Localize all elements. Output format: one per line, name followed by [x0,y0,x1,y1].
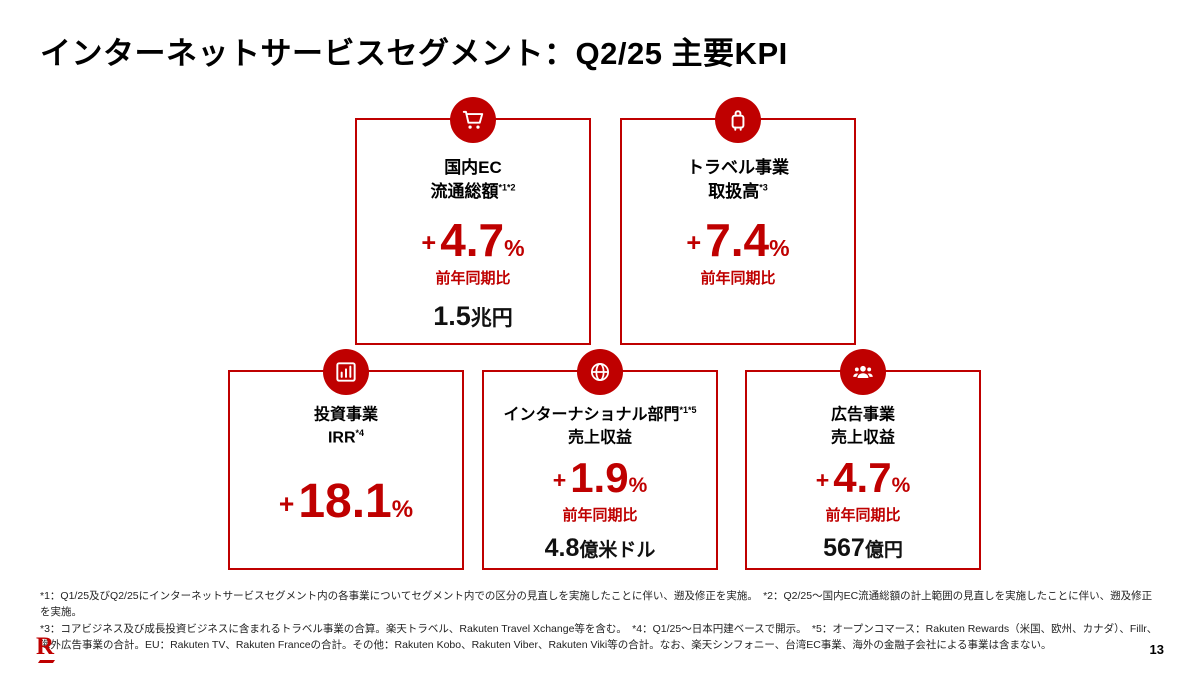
kpi-title-line2: 取扱高 [708,181,760,201]
kpi-value-number: 1.9 [570,454,629,502]
kpi-value-percent: % [769,234,790,261]
kpi-value: +4.7% [357,213,589,266]
kpi-title-line2: 売上収益 [567,429,632,447]
yoy-label: 前年同期比 [700,269,776,287]
kpi-title-line1: 広告事業 [830,406,895,424]
kpi-card-travel: トラベル事業 取扱高*3 +7.4% 前年同期比 [620,97,856,345]
kpi-amount: 1.5兆円 [357,301,589,332]
rakuten-logo-letter: R [36,633,55,660]
kpi-value: +18.1% [230,477,462,527]
footnote-line-1: *1：Q1/25及びQ2/25にインターネットサービスセグメント内の各事業につい… [40,590,1153,619]
kpi-amount-unit: 兆円 [470,306,513,330]
kpi-title-line1: トラベル事業 [687,158,789,177]
footnote-line-2: *3：コアビジネス及び成長投資ビジネスに含まれるトラベル事業の合算。楽天トラベル… [40,622,1158,651]
kpi-value-sign: + [421,229,437,258]
kpi-title-line2: 売上収益 [830,429,895,447]
yoy-label: 前年同期比 [562,506,638,524]
kpi-card-investment: 投資事業 IRR*4 +18.1% [228,349,464,570]
kpi-value-number: 18.1 [298,475,392,529]
kpi-title-footref: *1*5 [679,405,697,415]
kpi-title-line1: 国内EC [444,158,502,177]
cart-icon [450,97,496,143]
kpi-value-number: 4.7 [833,454,892,502]
kpi-value: +4.7% [747,456,979,500]
page-title: インターネットサービスセグメント：Q2/25 主要KPI [40,36,788,71]
kpi-card-advertising: 広告事業 売上収益 +4.7% 前年同期比 567億円 [745,349,981,570]
globe-icon [577,349,623,395]
bar-chart-icon [323,349,369,395]
kpi-title: 投資事業 IRR*4 [230,404,462,449]
kpi-value-sign: + [686,229,702,258]
kpi-amount-number: 4.8 [544,533,580,562]
kpi-title-footref: *1*2 [498,182,516,193]
kpi-title: 広告事業 売上収益 [747,404,979,449]
kpi-title-line2: IRR [327,429,356,447]
yoy-label: 前年同期比 [435,269,511,287]
kpi-value-sign: + [552,467,567,494]
kpi-value-number: 4.7 [440,213,505,266]
kpi-amount-number: 567 [823,533,865,562]
footnotes: *1：Q1/25及びQ2/25にインターネットサービスセグメント内の各事業につい… [40,588,1160,653]
kpi-value-percent: % [628,474,648,498]
kpi-title: トラベル事業 取扱高*3 [622,156,854,204]
kpi-title-footref: *4 [355,427,365,438]
kpi-title: インターナショナル部門*1*5 売上収益 [484,404,716,449]
kpi-value-percent: % [891,474,911,498]
kpi-value-number: 7.4 [705,213,770,266]
rakuten-logo-underline [37,660,56,663]
kpi-title-line1: インターナショナル部門 [503,406,680,424]
kpi-title-line2: 流通総額 [430,181,499,201]
suitcase-icon [715,97,761,143]
kpi-value-percent: % [504,234,525,261]
yoy-label: 前年同期比 [825,506,901,524]
kpi-value: +7.4% [622,213,854,266]
rakuten-logo: R [36,633,56,663]
kpi-value: +1.9% [484,456,716,500]
kpi-amount: 567億円 [747,534,979,563]
kpi-title-footref: *3 [759,182,768,193]
kpi-value-percent: % [391,496,414,524]
page-number: 13 [1149,642,1164,657]
kpi-title: 国内EC 流通総額*1*2 [357,156,589,204]
kpi-card-domestic-ec: 国内EC 流通総額*1*2 +4.7% 前年同期比 1.5兆円 [355,97,591,345]
kpi-value-sign: + [278,488,295,519]
kpi-value-sign: + [815,467,830,494]
kpi-amount-number: 1.5 [433,300,471,331]
kpi-amount-unit: 億円 [864,539,903,561]
kpi-amount: 4.8億米ドル [484,534,716,563]
kpi-title-line1: 投資事業 [313,406,378,424]
kpi-amount-unit: 億米ドル [579,539,656,561]
kpi-card-international: インターナショナル部門*1*5 売上収益 +1.9% 前年同期比 4.8億米ドル [482,349,718,570]
people-megaphone-icon [840,349,886,395]
